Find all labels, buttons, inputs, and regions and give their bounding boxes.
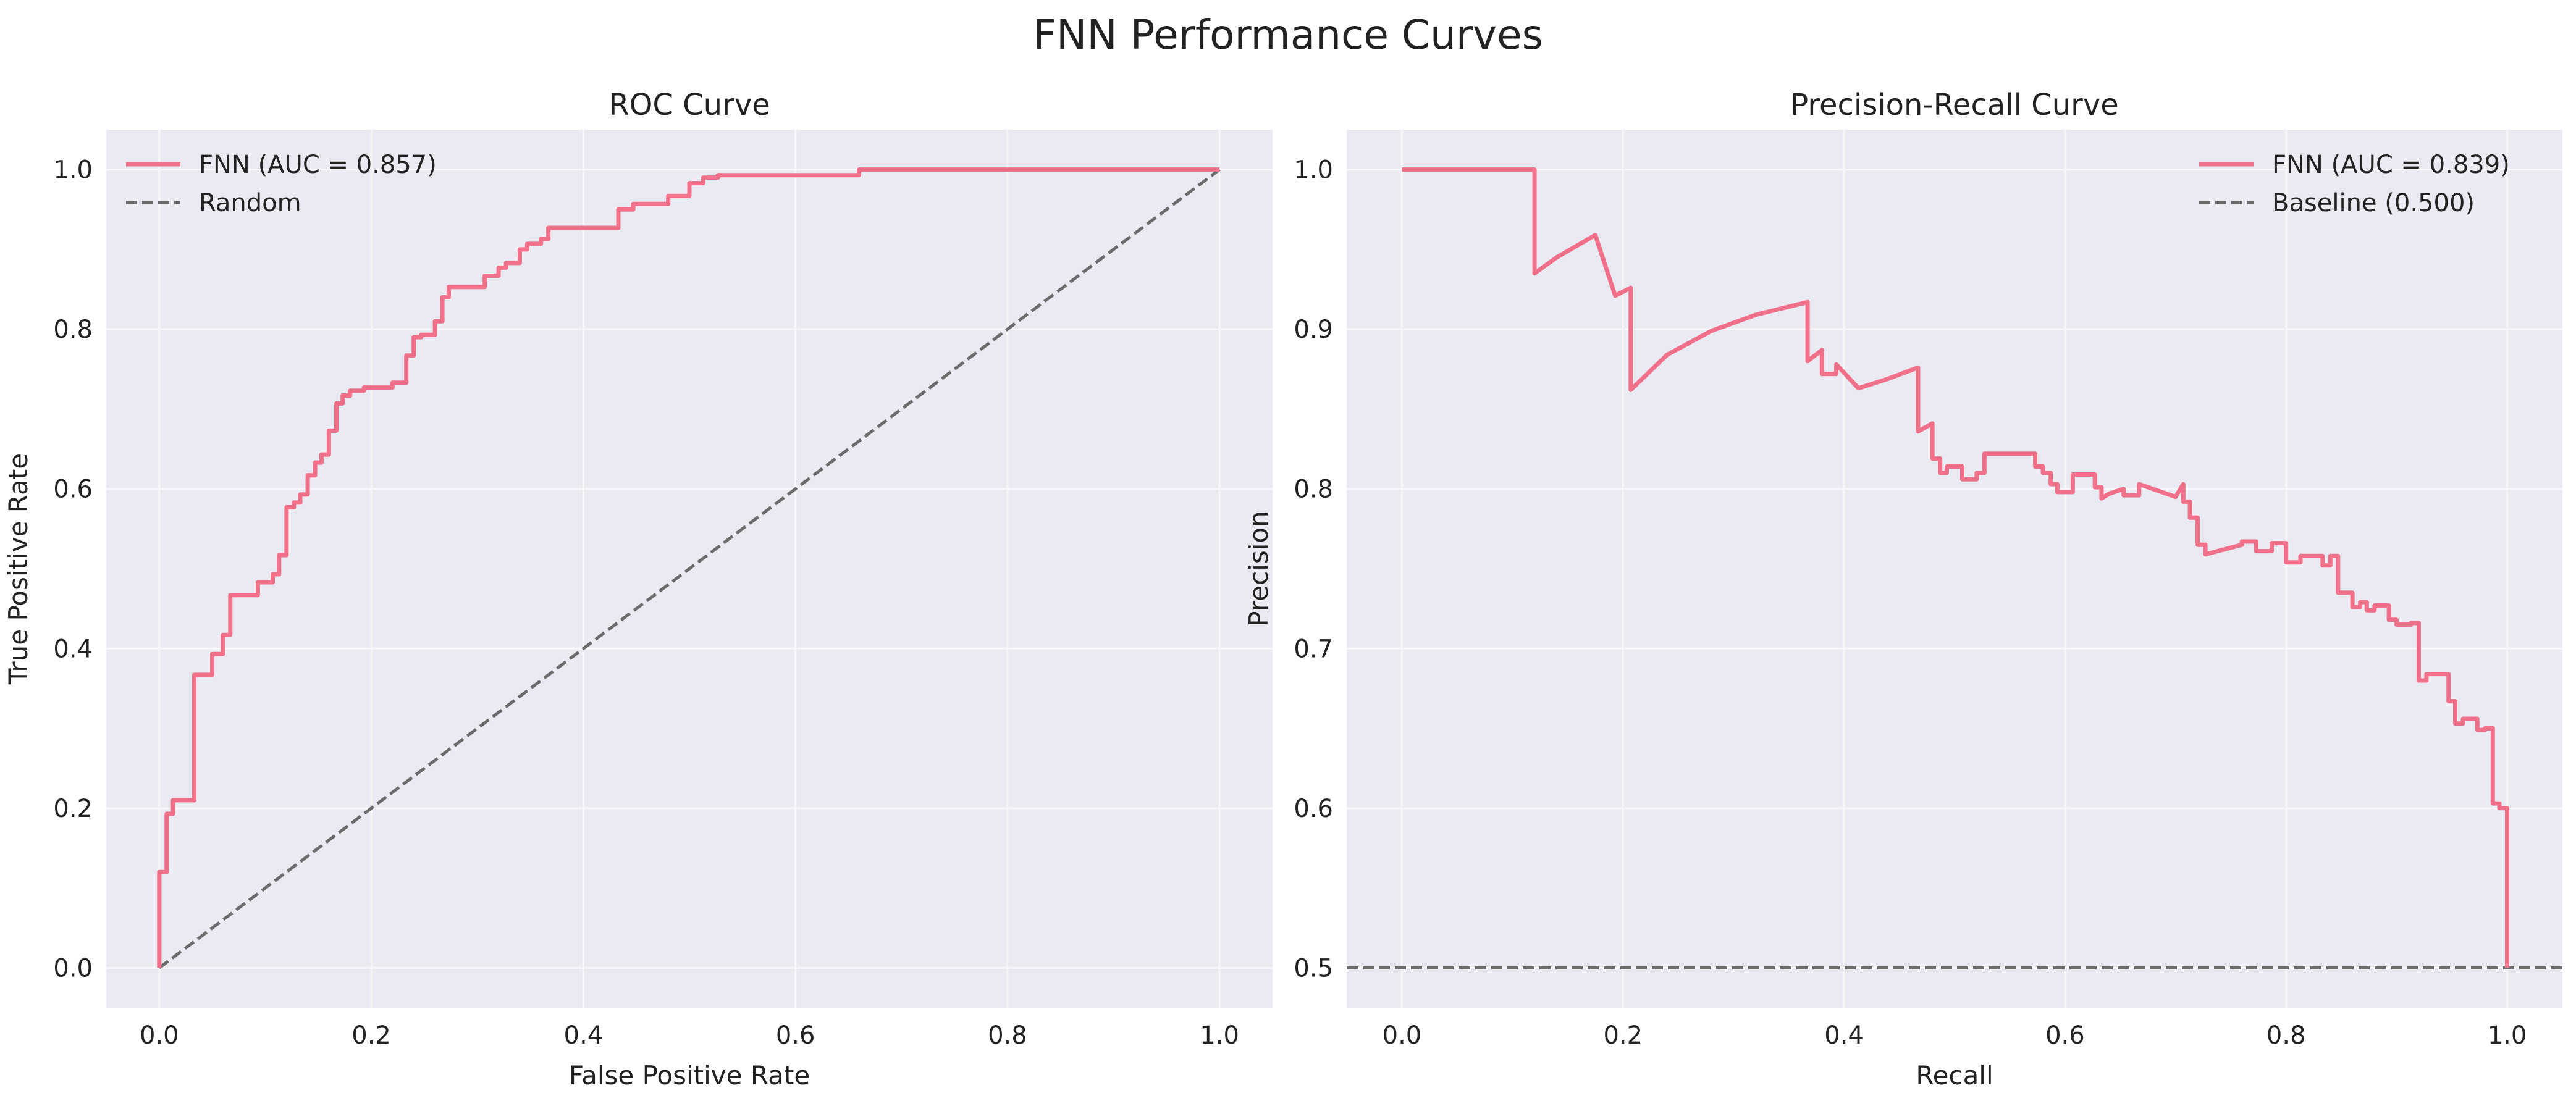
series-line-0: [157, 167, 1220, 968]
y-tick-label: 0.6: [53, 475, 93, 504]
y-axis-label: True Positive Rate: [3, 453, 33, 685]
chart-title: ROC Curve: [608, 88, 770, 122]
plot-area: [1347, 130, 2562, 1008]
y-tick-label: 0.7: [1294, 635, 1333, 663]
y-tick-label: 0.6: [1294, 795, 1333, 823]
legend-label: FNN (AUC = 0.839): [2272, 151, 2510, 179]
x-tick-label: 0.4: [1824, 1021, 1864, 1050]
chart-title: Precision-Recall Curve: [1790, 88, 2119, 122]
series-line-0: [1402, 167, 2509, 968]
x-axis-label: Recall: [1916, 1060, 1993, 1091]
x-tick-label: 0.6: [2045, 1021, 2085, 1050]
y-tick-label: 1.0: [1294, 156, 1333, 185]
x-tick-label: 0.8: [2267, 1021, 2306, 1050]
series-line-1: [158, 168, 1221, 969]
chart-panel-0: 0.0 0.2 0.4 0.6 0.8 1.0 0.0 0.2 0.4 0.6 0.8 1.0 ROC …: [3, 88, 1273, 1091]
legend: FNN (AUC = 0.839) Baseline (0.500): [2199, 151, 2510, 217]
y-axis-label: Precision: [1244, 511, 1274, 626]
x-tick-label: 0.0: [1383, 1021, 1422, 1050]
legend: FNN (AUC = 0.857) Random: [126, 151, 437, 217]
x-tick-label: 1.0: [1200, 1021, 1239, 1050]
y-tick-label: 0.8: [53, 316, 93, 344]
x-tick-label: 0.2: [351, 1021, 391, 1050]
y-tick-label: 0.8: [1294, 475, 1333, 504]
x-tick-label: 0.2: [1603, 1021, 1643, 1050]
y-tick-label: 0.9: [1294, 316, 1333, 344]
x-tick-label: 0.4: [564, 1021, 604, 1050]
x-tick-label: 0.0: [140, 1021, 179, 1050]
legend-label: FNN (AUC = 0.857): [199, 151, 437, 179]
y-tick-label: 1.0: [53, 156, 93, 185]
y-tick-label: 0.2: [53, 795, 93, 823]
legend-label: Baseline (0.500): [2272, 189, 2475, 217]
y-tick-label: 0.5: [1294, 954, 1333, 982]
x-tick-label: 0.8: [988, 1021, 1027, 1050]
chart-panel-1: 0.0 0.2 0.4 0.6 0.8 1.0 0.5 0.6 0.7 0.8 0.9 1.0 Prec…: [1244, 88, 2562, 1091]
x-tick-label: 0.6: [776, 1021, 815, 1050]
figure-title: FNN Performance Curves: [1033, 11, 1543, 59]
y-tick-label: 0.4: [53, 635, 93, 663]
x-axis-label: False Positive Rate: [569, 1060, 810, 1091]
legend-label: Random: [199, 189, 301, 217]
x-tick-label: 1.0: [2488, 1021, 2527, 1050]
y-tick-label: 0.0: [53, 954, 93, 982]
